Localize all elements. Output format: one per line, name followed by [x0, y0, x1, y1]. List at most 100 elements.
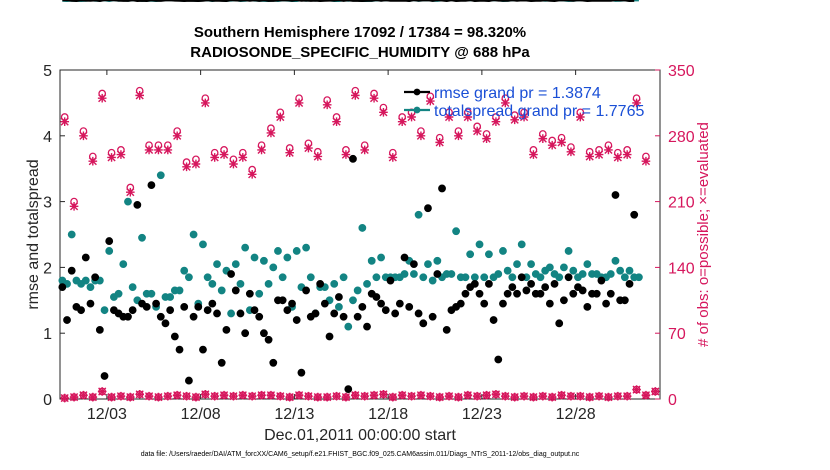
count-bottom-star	[444, 391, 454, 401]
rmse-point	[147, 181, 156, 190]
totalspread-point	[227, 309, 235, 318]
totalspread-point	[114, 289, 123, 298]
count-bottom-star	[219, 390, 229, 400]
count-bottom-star	[332, 391, 341, 401]
evaluated-obs-marker	[135, 91, 145, 100]
rmse-point	[405, 302, 414, 311]
evaluated-obs-marker	[641, 156, 651, 166]
rmse-point	[377, 299, 385, 308]
count-bottom-star	[163, 391, 173, 401]
evaluated-obs-marker	[304, 143, 313, 153]
rmse-point	[438, 184, 446, 193]
count-bottom-star	[107, 392, 116, 402]
count-bottom-star	[594, 391, 604, 401]
count-bottom-star	[88, 392, 98, 402]
count-bottom-star	[510, 392, 520, 402]
evaluated-obs-marker	[435, 138, 445, 147]
totalspread-point	[86, 283, 95, 292]
count-bottom-star	[585, 392, 595, 402]
evaluated-obs-marker	[285, 148, 295, 158]
totalspread-point	[494, 270, 503, 278]
evaluated-obs-marker	[416, 131, 426, 141]
evaluated-obs-marker	[229, 159, 238, 169]
y-tick-label-left: 1	[43, 326, 52, 343]
rmse-point	[508, 283, 517, 292]
rmse-point	[77, 306, 85, 315]
y-tick-label-right: 0	[668, 392, 677, 409]
rmse-point	[410, 260, 418, 269]
count-bottom-star	[341, 392, 351, 402]
evaluated-obs-marker	[107, 153, 116, 162]
rmse-point	[592, 289, 601, 298]
rmse-point	[133, 200, 142, 209]
rmse-point	[180, 302, 189, 311]
count-bottom-star	[538, 391, 548, 401]
count-bottom-star	[491, 389, 501, 399]
rmse-point	[536, 289, 545, 298]
evaluated-obs-marker	[622, 150, 632, 159]
totalspread-point	[236, 279, 245, 288]
totalspread-point	[138, 233, 146, 242]
count-bottom-star	[266, 390, 276, 400]
totalspread-point	[560, 263, 568, 272]
rmse-point	[260, 329, 268, 338]
totalspread-point	[583, 260, 592, 269]
totalspread-point	[128, 283, 137, 292]
rmse-point	[185, 376, 193, 385]
rmse-point	[166, 306, 175, 315]
count-bottom-star	[604, 392, 613, 402]
totalspread-point	[452, 227, 460, 236]
evaluated-obs-marker	[172, 131, 182, 141]
evaluated-obs-marker	[529, 150, 538, 159]
totalspread-point	[302, 243, 310, 252]
count-bottom-star	[557, 390, 566, 400]
count-bottom-star	[425, 391, 435, 401]
legend-spread-marker	[413, 106, 421, 114]
totalspread-point	[241, 243, 250, 252]
rmse-point	[199, 345, 207, 354]
rmse-line	[62, 0, 635, 2]
totalspread-point	[461, 273, 470, 282]
evaluated-obs-marker	[125, 187, 135, 197]
totalspread-point	[466, 250, 475, 259]
rmse-point	[58, 283, 67, 292]
evaluated-obs-marker	[407, 112, 416, 122]
rmse-point	[461, 289, 470, 298]
evaluated-obs-marker	[397, 117, 407, 127]
rmse-point	[456, 299, 465, 308]
totalspread-point	[292, 247, 301, 255]
rmse-point	[419, 319, 428, 328]
count-bottom-star	[200, 389, 210, 399]
totalspread-point	[513, 260, 521, 269]
rmse-point	[63, 316, 71, 324]
evaluated-obs-marker	[88, 156, 98, 166]
y-tick-label-right: 280	[668, 129, 695, 146]
totalspread-point	[353, 286, 362, 295]
count-bottom-star	[519, 391, 529, 401]
rmse-point	[175, 345, 184, 354]
count-bottom-star	[154, 392, 163, 402]
rmse-point	[555, 319, 564, 328]
evaluated-obs-marker	[547, 140, 557, 150]
rmse-point	[513, 289, 521, 298]
rmse-point	[620, 296, 629, 305]
rmse-point	[606, 289, 615, 298]
totalspread-point	[213, 260, 221, 269]
rmse-point	[245, 289, 254, 298]
rmse-point	[424, 204, 432, 213]
x-tick-label: 12/03	[87, 406, 127, 423]
rmse-point	[611, 191, 620, 199]
plot-frame	[59, 69, 661, 400]
rmse-point	[400, 253, 409, 262]
y-tick-label-right: 350	[668, 63, 695, 80]
y-axis-label-left: rmse and totalspread	[25, 159, 42, 309]
y-tick-label-left: 5	[43, 63, 52, 80]
rmse-point	[339, 312, 348, 321]
legend-spread-text: totalspread grand pr = 1.7765	[434, 103, 644, 120]
totalspread-point	[470, 273, 479, 282]
count-bottom-star	[322, 392, 332, 402]
rmse-point	[470, 279, 479, 288]
count-bottom-star	[135, 389, 145, 399]
evaluated-obs-marker	[294, 98, 304, 108]
count-bottom-star	[182, 391, 191, 401]
